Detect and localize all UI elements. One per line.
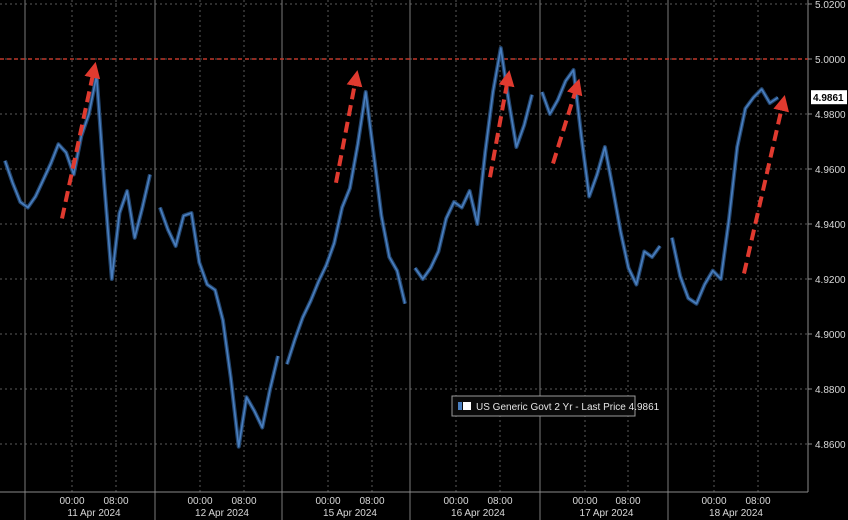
y-tick-label: 4.9600 xyxy=(815,165,846,176)
y-tick-label: 4.9200 xyxy=(815,275,846,286)
trend-arrow xyxy=(60,61,101,219)
series-line xyxy=(4,74,151,280)
x-date-label: 15 Apr 2024 xyxy=(323,508,377,519)
y-axis-ticks: 5.0200 5.0000 4.9800 4.9600 4.9400 4.9200 4.90… xyxy=(808,0,846,451)
y-tick-label: 5.0200 xyxy=(815,0,846,11)
x-tick-time-label: 00:00 xyxy=(443,496,468,507)
price-series xyxy=(3,46,780,449)
trend-arrow xyxy=(742,94,790,274)
y-tick-label: 5.0000 xyxy=(815,55,846,66)
x-tick-time-label: 08:00 xyxy=(487,496,512,507)
legend-label: US Generic Govt 2 Yr - Last Price 4.9861 xyxy=(476,402,660,413)
legend-series-swatch xyxy=(458,402,462,410)
last-price-marker: 4.9861 xyxy=(811,90,847,105)
y-tick-label: 4.8800 xyxy=(815,385,846,396)
x-tick-time-label: 08:00 xyxy=(103,496,128,507)
series-line xyxy=(286,91,406,365)
series-line xyxy=(671,88,779,305)
series-line xyxy=(159,207,279,448)
x-tick-time-label: 00:00 xyxy=(701,496,726,507)
x-date-label: 18 Apr 2024 xyxy=(709,508,763,519)
x-tick-time-label: 08:00 xyxy=(745,496,770,507)
y-tick-label: 4.9800 xyxy=(815,110,846,121)
trend-arrows xyxy=(60,61,790,274)
y-tick-label: 4.9400 xyxy=(815,220,846,231)
x-tick-time-label: 00:00 xyxy=(59,496,84,507)
series-line xyxy=(414,47,533,280)
trend-arrow xyxy=(334,70,363,184)
last-price-label-background xyxy=(811,90,847,105)
legend-box: US Generic Govt 2 Yr - Last Price 4.9861 xyxy=(451,395,660,417)
x-date-label: 17 Apr 2024 xyxy=(580,508,634,519)
x-date-label: 12 Apr 2024 xyxy=(195,508,249,519)
y-tick-label: 4.8600 xyxy=(815,440,846,451)
trend-arrow xyxy=(551,78,583,165)
x-tick-time-label: 00:00 xyxy=(187,496,212,507)
legend-frame xyxy=(451,395,636,417)
x-tick-time-label: 08:00 xyxy=(615,496,640,507)
x-date-label: 16 Apr 2024 xyxy=(451,508,505,519)
x-tick-time-label: 00:00 xyxy=(315,496,340,507)
last-price-label: 4.9861 xyxy=(813,93,844,104)
y-tick-label: 4.9000 xyxy=(815,330,846,341)
x-axis-ticks: 00:00 08:00 00:00 08:00 00:00 08:00 00:00 08:00… xyxy=(59,496,770,519)
legend-square-icon xyxy=(463,402,471,410)
x-tick-time-label: 00:00 xyxy=(572,496,597,507)
x-tick-time-label: 08:00 xyxy=(359,496,384,507)
series-line xyxy=(541,69,661,286)
x-date-label: 11 Apr 2024 xyxy=(67,508,121,519)
x-tick-time-label: 08:00 xyxy=(231,496,256,507)
